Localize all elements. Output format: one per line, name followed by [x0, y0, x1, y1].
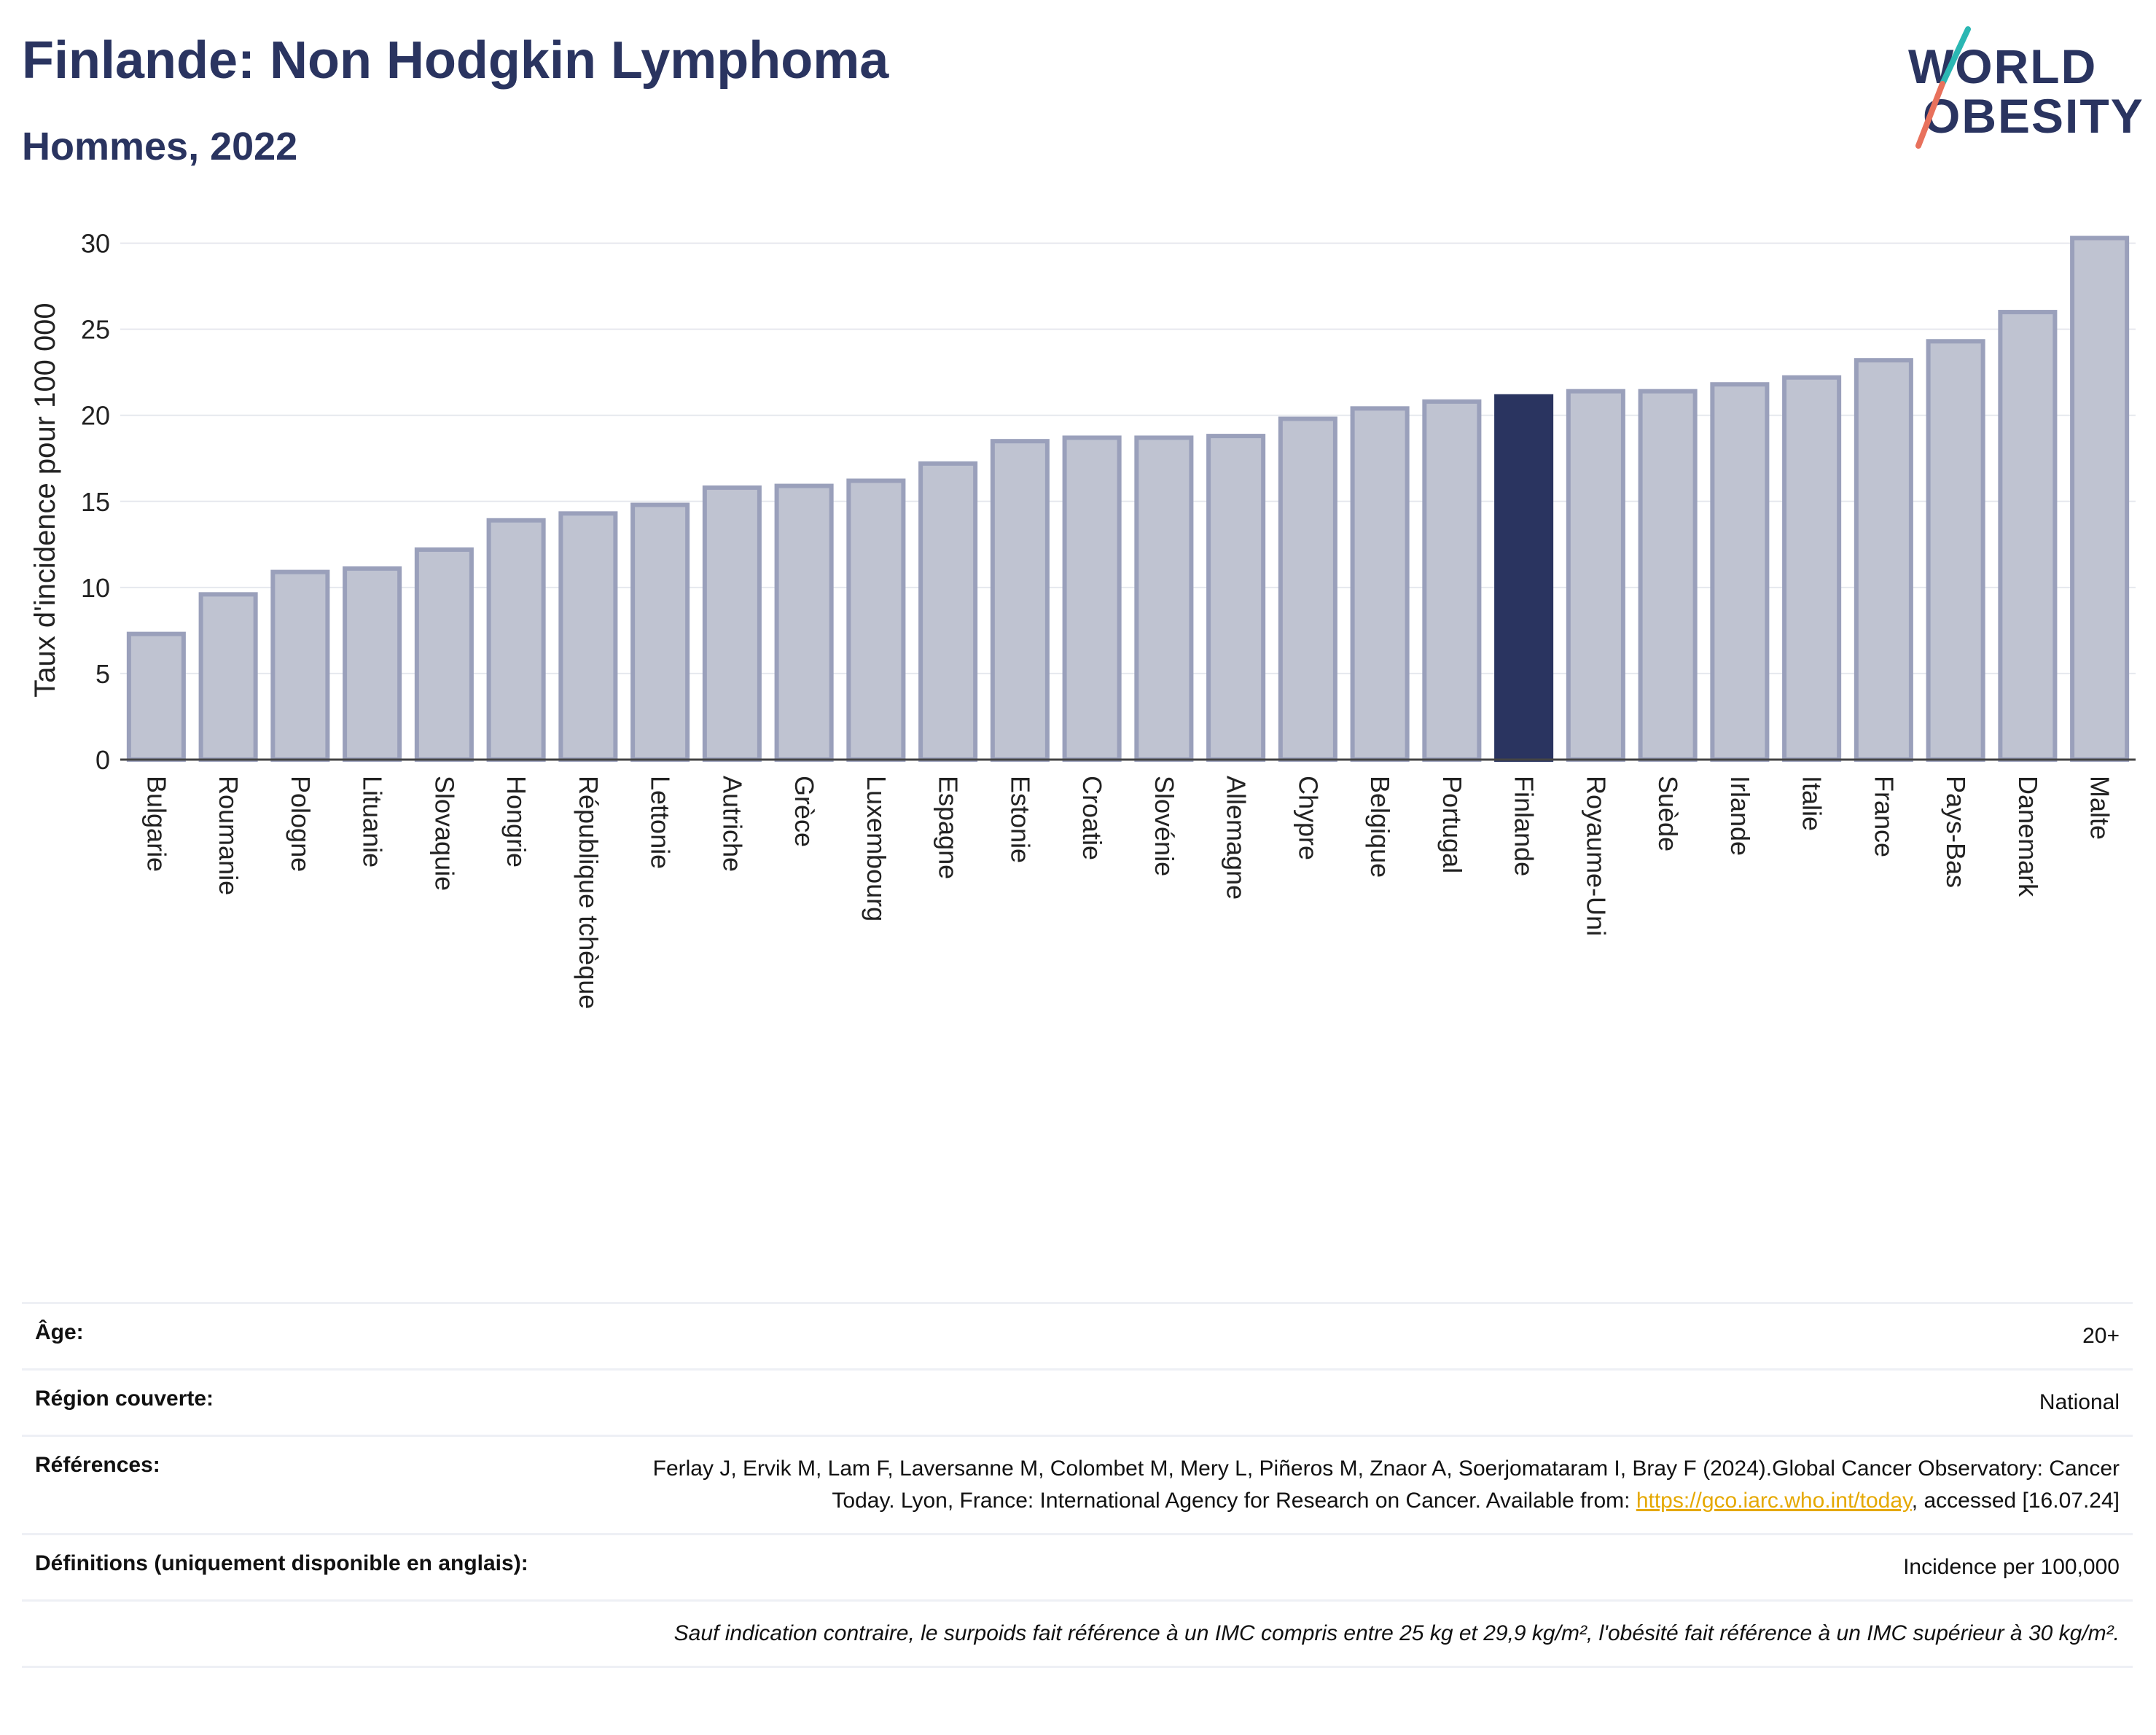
bar-belgique [1350, 406, 1410, 762]
bar-su-de [1638, 389, 1698, 762]
logo-slash-icon [1915, 26, 1971, 149]
x-tick-label: Hongrie [501, 776, 531, 868]
y-tick-label: 30 [81, 229, 110, 259]
age-value: 20+ [2082, 1324, 2120, 1348]
region-value: National [2039, 1390, 2120, 1414]
chart-bars [126, 235, 2130, 763]
definitions-value: Incidence per 100,000 [1903, 1555, 2120, 1579]
references-accessed: , accessed [16.07.24] [1911, 1489, 2120, 1513]
x-tick-label: Portugal [1437, 776, 1467, 873]
definitions-label: Définitions (uniquement disponible en an… [35, 1551, 528, 1575]
bar-lituanie [343, 566, 402, 763]
logo-word-world: WORLD [1908, 39, 2098, 93]
x-tick-label: Lituanie [358, 776, 388, 868]
y-tick-label: 20 [81, 401, 110, 431]
bar-r-publique-tch-que [558, 511, 618, 762]
info-table: Âge: 20+ Région couverte: National Référ… [22, 1302, 2133, 1668]
footnote: Sauf indication contraire, le surpoids f… [673, 1621, 2120, 1645]
bar-luxembourg [846, 478, 906, 762]
y-tick-label: 10 [81, 573, 110, 603]
page-subtitle: Hommes, 2022 [22, 125, 298, 168]
bar-pays-bas [1926, 339, 1985, 762]
age-label: Âge: [35, 1320, 84, 1344]
x-tick-label: Danemark [2013, 776, 2043, 897]
x-axis-ticks: Bulgarie Roumanie Pologne Lituanie Slovaquie… [141, 776, 2114, 1009]
bar-royaume-uni [1566, 389, 1625, 762]
references-label: Références: [35, 1453, 160, 1477]
x-tick-label: Finlande [1509, 776, 1539, 876]
x-tick-label: Estonie [1005, 776, 1035, 863]
x-tick-label: Royaume-Uni [1581, 776, 1611, 936]
bar-malte [2070, 235, 2130, 762]
references-link[interactable]: https://gco.iarc.who.int/today [1636, 1489, 1912, 1513]
bar-chypre [1278, 416, 1337, 762]
bar-espagne [918, 461, 978, 762]
bar-allemagne [1206, 434, 1266, 762]
x-tick-label: Slovaquie [429, 776, 459, 891]
region-label: Région couverte: [35, 1387, 214, 1411]
x-tick-label: Croatie [1077, 776, 1107, 860]
bar-france [1854, 358, 1913, 762]
bar-estonie [990, 439, 1050, 762]
bar-gr-ce [774, 483, 834, 762]
x-tick-label: Allemagne [1222, 776, 1251, 900]
y-tick-label: 25 [81, 315, 110, 345]
info-row-region: Région couverte: National [22, 1368, 2133, 1435]
bar-chart: 0 5 10 15 20 25 30 Bulgarie Roumanie Pologne Litu… [29, 229, 2136, 1009]
y-tick-label: 15 [81, 487, 110, 517]
bar-slovaquie [414, 547, 474, 762]
bar-slov-nie [1134, 435, 1194, 762]
x-tick-label: Malte [2085, 776, 2115, 840]
x-tick-label: République tchèque [574, 776, 604, 1009]
x-tick-label: Pologne [286, 776, 316, 872]
info-row-note: Sauf indication contraire, le surpoids f… [22, 1599, 2133, 1668]
x-tick-label: Chypre [1293, 776, 1323, 860]
x-tick-label: Belgique [1365, 776, 1395, 878]
y-axis-label: Taux d'incidence pour 100 000 [29, 303, 61, 697]
x-tick-label: Pays-Bas [1941, 776, 1971, 888]
x-tick-label: Irlande [1725, 776, 1755, 856]
x-tick-label: Slovénie [1149, 776, 1179, 876]
info-row-definitions: Définitions (uniquement disponible en an… [22, 1533, 2133, 1599]
bar-autriche [702, 485, 762, 762]
bar-italie [1782, 375, 1842, 763]
bar-finlande [1494, 394, 1554, 762]
x-tick-label: Lettonie [646, 776, 676, 869]
bar-lettonie [630, 502, 690, 762]
references-text: Ferlay J, Ervik M, Lam F, Laversanne M, … [652, 1457, 2120, 1513]
y-tick-label: 5 [95, 659, 110, 689]
bar-danemark [1998, 310, 2058, 762]
bar-roumanie [198, 592, 258, 762]
bar-portugal [1422, 399, 1482, 762]
x-tick-label: Roumanie [214, 776, 243, 895]
x-tick-label: Italie [1797, 776, 1827, 831]
bar-bulgarie [126, 631, 186, 762]
x-tick-label: Suède [1653, 776, 1683, 851]
x-tick-label: Luxembourg [862, 776, 891, 921]
y-axis-ticks: 0 5 10 15 20 25 30 [81, 229, 110, 775]
references-value: Ferlay J, Ervik M, Lam F, Laversanne M, … [625, 1453, 2120, 1517]
x-tick-label: Bulgarie [141, 776, 171, 872]
logo-word-obesity: OBESITY [1923, 89, 2144, 143]
y-tick-label: 0 [95, 745, 110, 775]
page-title: Finlande: Non Hodgkin Lymphoma [22, 31, 889, 90]
bar-irlande [1710, 382, 1770, 762]
bar-pologne [270, 569, 330, 763]
bar-croatie [1062, 435, 1122, 762]
x-tick-label: Grèce [789, 776, 819, 847]
info-row-age: Âge: 20+ [22, 1302, 2133, 1368]
x-tick-label: Espagne [934, 776, 964, 879]
bar-hongrie [486, 518, 546, 762]
world-obesity-logo: WORLD OBESITY [1895, 22, 2143, 153]
info-row-references: Références: Ferlay J, Ervik M, Lam F, La… [22, 1435, 2133, 1533]
x-tick-label: France [1869, 776, 1899, 857]
x-tick-label: Autriche [717, 776, 747, 872]
